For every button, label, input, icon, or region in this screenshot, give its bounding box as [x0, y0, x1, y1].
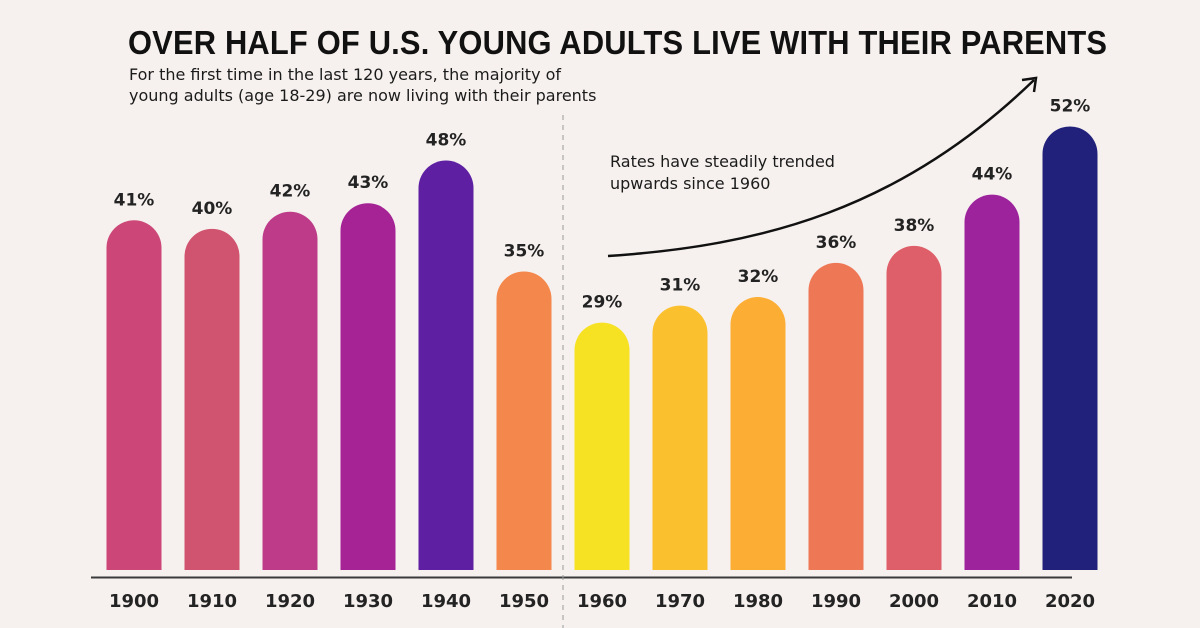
- value-label-1960: 29%: [582, 293, 623, 313]
- bar-1990: [808, 262, 864, 570]
- value-label-1920: 42%: [270, 182, 311, 202]
- value-label-1980: 32%: [738, 267, 779, 287]
- value-label-2010: 44%: [972, 165, 1013, 185]
- annotation-line-1: Rates have steadily trended: [610, 152, 835, 171]
- x-tick-labels-group: 1900 1910 1920 1930 1940 1950 1960 1970 1980 1990…: [109, 591, 1095, 612]
- x-tick-label-1930: 1930: [343, 591, 393, 612]
- chart-subtitle: For the first time in the last 120 years…: [129, 64, 689, 106]
- value-label-1930: 43%: [348, 173, 389, 193]
- x-tick-label-1950: 1950: [499, 591, 549, 612]
- x-tick-label-2000: 2000: [889, 591, 939, 612]
- bar-2000: [886, 245, 942, 570]
- x-tick-label-1940: 1940: [421, 591, 471, 612]
- value-label-1950: 35%: [504, 241, 545, 261]
- value-label-2000: 38%: [894, 216, 935, 236]
- x-tick-label-2020: 2020: [1045, 591, 1095, 612]
- bar-1960: [574, 322, 630, 570]
- x-tick-label-1900: 1900: [109, 591, 159, 612]
- value-label-1900: 41%: [114, 190, 155, 210]
- value-label-1990: 36%: [816, 233, 857, 253]
- value-labels-group: 41% 40% 42% 43% 48% 35% 29% 31% 32% 36% 38% 44% 52%: [114, 96, 1091, 312]
- bar-1920: [262, 211, 318, 571]
- value-label-1910: 40%: [192, 199, 233, 219]
- trend-annotation: Rates have steadily trended upwards sinc…: [610, 151, 910, 195]
- chart-title: OVER HALF OF U.S. YOUNG ADULTS LIVE WITH…: [128, 24, 1108, 61]
- bar-1970: [652, 305, 708, 570]
- annotation-line-2: upwards since 1960: [610, 174, 771, 193]
- bar-1950: [496, 271, 552, 570]
- x-tick-label-1990: 1990: [811, 591, 861, 612]
- bar-1980: [730, 297, 786, 570]
- bar-1940: [418, 160, 474, 570]
- x-tick-label-2010: 2010: [967, 591, 1017, 612]
- x-tick-label-1960: 1960: [577, 591, 627, 612]
- bar-1900: [106, 220, 162, 570]
- bar-1910: [184, 228, 240, 571]
- subtitle-line-2: young adults (age 18-29) are now living …: [129, 86, 597, 105]
- x-tick-label-1920: 1920: [265, 591, 315, 612]
- value-label-1940: 48%: [426, 131, 467, 151]
- x-tick-label-1980: 1980: [733, 591, 783, 612]
- bar-1930: [340, 203, 396, 570]
- arrow-head-icon: [1021, 76, 1038, 93]
- x-tick-label-1910: 1910: [187, 591, 237, 612]
- value-label-2020: 52%: [1050, 96, 1091, 116]
- bar-2020: [1042, 126, 1098, 570]
- x-tick-label-1970: 1970: [655, 591, 705, 612]
- subtitle-line-1: For the first time in the last 120 years…: [129, 65, 562, 84]
- trend-arrow-icon: [607, 79, 1035, 258]
- bars-group: [106, 126, 1098, 571]
- value-label-1970: 31%: [660, 276, 701, 296]
- bar-2010: [964, 194, 1020, 570]
